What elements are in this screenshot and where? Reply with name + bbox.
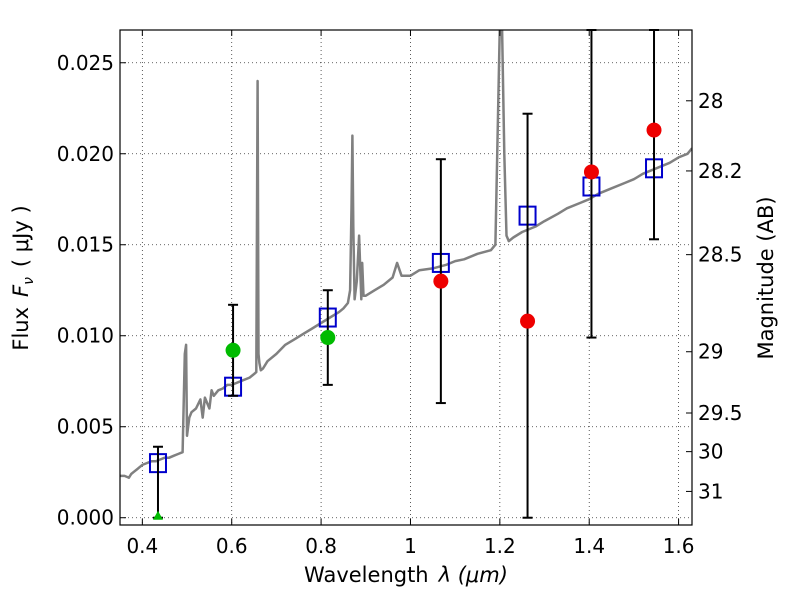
y-tick-label: 0.020 (57, 142, 114, 166)
axes: 0.4 0.6 0.8 1 1.2 1.4 1.6 0.000 0.005 0.010 0.015 0… (57, 30, 743, 558)
y-axis-label: Flux Fν ( μJy ) (9, 205, 37, 350)
mag-tick-label: 31 (698, 479, 723, 503)
x-tick-label: 1.6 (663, 534, 695, 558)
grid-lines (120, 30, 692, 525)
points-layer (148, 29, 664, 520)
y-axis-label-unit: ( μJy ) (9, 205, 33, 267)
plot-frame (119, 29, 693, 526)
x-tick-label: 1.2 (484, 534, 516, 558)
x-tick-label: 0.6 (216, 534, 248, 558)
y-axis-label-subscript: ν (21, 277, 37, 285)
y-tick-label: 0.010 (57, 324, 114, 348)
mag-tick-label: 29 (698, 340, 723, 364)
observed-flux-point (225, 342, 241, 358)
observed-flux-point (583, 164, 599, 180)
observed-flux-point (520, 313, 536, 329)
mag-tick-label: 28 (698, 89, 723, 113)
x-axis-label: Wavelength λ (μm) (304, 563, 508, 587)
mag-tick-label: 29.5 (698, 401, 743, 425)
observed-flux-point (433, 273, 449, 289)
y-tick-label: 0.025 (57, 51, 114, 75)
x-axis-label-math: λ (μm) (438, 563, 508, 587)
x-axis-label-text: Wavelength (304, 563, 429, 587)
observed-flux-point (320, 330, 336, 346)
spectrum-layer (120, 30, 692, 479)
x-tick-label: 0.8 (305, 534, 337, 558)
mag-tick-label: 28.2 (698, 159, 743, 183)
y-axis-label-text: Flux (9, 307, 33, 351)
mag-tick-label: 30 (698, 440, 723, 464)
y-tick-label: 0.015 (57, 233, 114, 257)
upper-limit-marker (152, 510, 163, 520)
mag-tick-label: 28.5 (698, 243, 743, 267)
y-tick-label: 0.005 (57, 415, 114, 439)
magnitude-axis-label: Magnitude (AB) (754, 196, 778, 359)
y-tick-label: 0.000 (57, 506, 114, 530)
spectrum-line (120, 30, 692, 479)
observed-flux-point (646, 122, 662, 138)
x-tick-label: 1.4 (573, 534, 605, 558)
x-tick-label: 0.4 (126, 534, 158, 558)
y-axis-label-symbol: F (9, 284, 33, 297)
x-tick-label: 1 (404, 534, 417, 558)
